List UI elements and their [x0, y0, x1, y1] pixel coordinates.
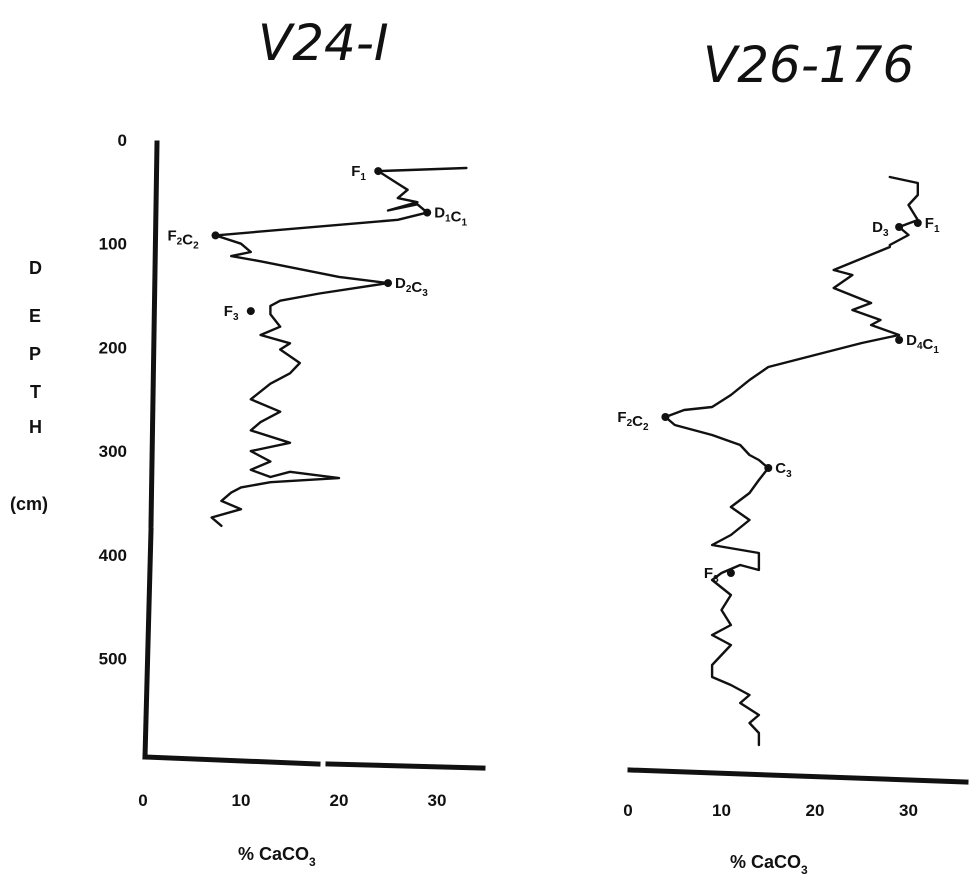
- marker-label: F3: [704, 565, 719, 585]
- x-axis-line-left: [142, 754, 321, 767]
- y-ticks-v24-1: 0 100 200 300 400 500: [99, 131, 127, 669]
- marker-point: [895, 223, 904, 231]
- marker-point: [423, 208, 432, 217]
- marker-point: [384, 279, 392, 288]
- y-axis-unit: (cm): [10, 494, 48, 514]
- x-tick-label: 0: [138, 791, 147, 810]
- x-axis-label-v24-1: % CaCO3: [238, 844, 316, 869]
- marker-label: F1: [925, 215, 940, 235]
- y-axis-label: D E P T H (cm): [10, 258, 48, 514]
- x-tick-label: 20: [806, 801, 825, 820]
- y-axis-line-lower: [142, 527, 154, 760]
- x-tick-label: 10: [232, 791, 251, 810]
- axes-v26-176: [627, 767, 969, 785]
- marker-label: D1C1: [434, 205, 467, 229]
- marker-label: F2C2: [617, 409, 649, 433]
- y-axis-letter: D: [29, 258, 42, 278]
- y-tick-label: 300: [99, 442, 127, 461]
- y-tick-label: 100: [99, 235, 127, 254]
- y-tick-label: 200: [99, 338, 127, 357]
- axes-v24-1: [142, 140, 486, 771]
- marker-label: F3: [224, 303, 239, 323]
- y-tick-label: 0: [118, 131, 127, 150]
- y-tick-label: 400: [99, 546, 127, 565]
- marker-label: D2C3: [395, 275, 428, 299]
- y-axis-letter: E: [29, 306, 41, 326]
- marker-point: [726, 569, 735, 577]
- marker-point: [764, 464, 773, 472]
- x-tick-label: 20: [330, 791, 349, 810]
- plot-v24-1: F1 D1C1 F2C2 D2C3 F3: [168, 163, 468, 527]
- marker-point: [246, 307, 255, 316]
- y-axis-letter: H: [29, 417, 42, 437]
- core-title-v26-176: V26-176: [703, 36, 914, 94]
- marker-point: [211, 231, 220, 240]
- plot-v26-176: F1 D3 D4C1 F2C2 C3 F3: [617, 175, 940, 747]
- x-axis-line-right: [325, 761, 486, 771]
- x-ticks-v26-176: 0 10 20 30: [623, 801, 918, 820]
- y-tick-label: 500: [99, 650, 127, 669]
- x-tick-label: 30: [428, 791, 447, 810]
- x-ticks-v24-1: 0 10 20 30: [138, 791, 446, 810]
- x-tick-label: 10: [712, 801, 731, 820]
- marker-label: D4C1: [906, 332, 939, 356]
- y-axis-line-upper: [148, 140, 160, 528]
- marker-point: [913, 219, 922, 227]
- marker-label: F1: [351, 163, 366, 183]
- marker-point: [661, 413, 670, 421]
- marker-point: [895, 336, 904, 344]
- depth-profile-line: [210, 166, 468, 527]
- x-tick-label: 30: [899, 801, 918, 820]
- marker-label: C3: [775, 460, 792, 480]
- x-tick-label: 0: [623, 801, 632, 820]
- x-axis-label-v26-176: % CaCO3: [730, 852, 808, 877]
- marker-label: D3: [872, 219, 889, 239]
- x-axis-line: [627, 767, 969, 785]
- depth-profile-line: [664, 175, 919, 747]
- marker-label: F2C2: [168, 227, 200, 251]
- y-axis-letter: P: [29, 344, 41, 364]
- y-axis-letter: T: [30, 382, 41, 402]
- core-title-v24-1: V24-I: [258, 14, 389, 72]
- marker-point: [374, 167, 383, 176]
